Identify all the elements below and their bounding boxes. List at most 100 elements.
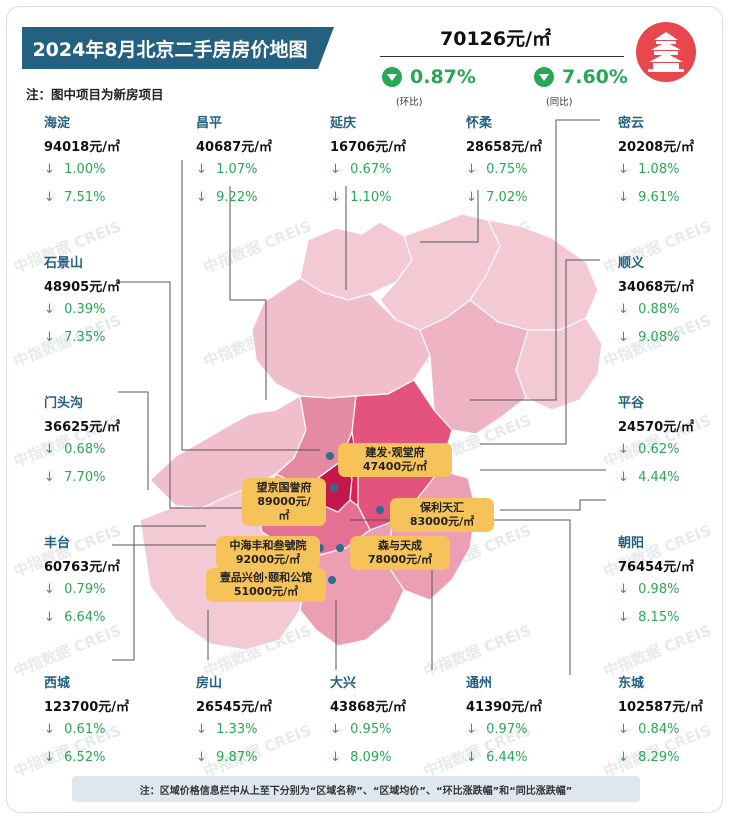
project-price: 92000元/㎡ — [235, 553, 301, 566]
district-name: 昌平 — [196, 116, 223, 131]
district-mom-value: 0.61% — [64, 722, 106, 737]
down-arrow-icon: ↓ — [44, 470, 55, 485]
district-yoy-value: 9.22% — [216, 190, 258, 205]
district-panel: 石景山 48905元/㎡ ↓ 0.39% ↓ 7.35% — [44, 252, 154, 358]
project-label: 森与天成 78000元/㎡ — [350, 536, 450, 570]
district-panel: 门头沟 36625元/㎡ ↓ 0.68% ↓ 7.70% — [44, 392, 154, 498]
district-mom-value: 0.98% — [638, 582, 680, 597]
district-mom: ↓ 0.88% — [618, 302, 728, 330]
down-arrow-icon: ↓ — [618, 722, 629, 737]
district-mom: ↓ 0.62% — [618, 442, 728, 470]
district-name: 怀柔 — [466, 116, 493, 131]
temple-of-heaven-logo — [636, 22, 696, 82]
district-mom-value: 0.68% — [64, 442, 106, 457]
district-price: 94018元/㎡ — [44, 140, 120, 155]
city-yoy-change: 7.60% — [534, 66, 628, 88]
district-yoy-value: 7.02% — [486, 190, 528, 205]
district-yoy: ↓ 8.15% — [618, 610, 728, 638]
down-arrow-icon: ↓ — [44, 750, 55, 765]
district-name: 丰台 — [44, 536, 71, 551]
down-arrow-icon: ↓ — [44, 442, 55, 457]
district-panel: 丰台 60763元/㎡ ↓ 0.79% ↓ 6.64% — [44, 532, 154, 638]
project-name: 中海丰和叁號院 — [229, 539, 307, 552]
district-yoy-value: 9.87% — [216, 750, 258, 765]
mom-label: (环比) — [396, 97, 423, 108]
yoy-label: (同比) — [546, 97, 573, 108]
down-arrow-icon: ↓ — [618, 442, 629, 457]
district-price: 41390元/㎡ — [466, 700, 542, 715]
project-name: 望京国誉府 — [256, 481, 312, 494]
district-mom-value: 1.08% — [638, 162, 680, 177]
district-yoy-value: 1.10% — [350, 190, 392, 205]
down-arrow-icon: ↓ — [618, 162, 629, 177]
legend-footnote: 注：区域价格信息栏中从上至下分别为“区域名称”、“区域均价”、“环比涨跌幅”和“… — [72, 776, 640, 802]
city-yoy-value: 7.60% — [562, 66, 628, 88]
district-price: 34068元/㎡ — [618, 280, 694, 295]
district-yoy-value: 6.64% — [64, 610, 106, 625]
project-note: 注：图中项目为新房项目 — [26, 87, 164, 102]
district-name: 石景山 — [44, 256, 84, 271]
district-price: 60763元/㎡ — [44, 560, 120, 575]
down-circle-icon — [382, 67, 402, 87]
district-mom-value: 1.33% — [216, 722, 258, 737]
divider — [380, 56, 624, 57]
district-mom: ↓ 0.39% — [44, 302, 154, 330]
district-yoy: ↓ 6.52% — [44, 750, 154, 778]
district-yoy-value: 4.44% — [638, 470, 680, 485]
district-mom-value: 0.62% — [638, 442, 680, 457]
down-arrow-icon: ↓ — [618, 302, 629, 317]
project-label: 保利天汇 83000元/㎡ — [390, 498, 494, 532]
project-price: 47400元/㎡ — [362, 460, 428, 473]
project-dot — [376, 506, 384, 514]
district-panel: 平谷 24570元/㎡ ↓ 0.62% ↓ 4.44% — [618, 392, 728, 498]
down-arrow-icon: ↓ — [466, 722, 477, 737]
district-mom: ↓ 0.95% — [330, 722, 440, 750]
district-panel: 密云 20208元/㎡ ↓ 1.08% ↓ 9.61% — [618, 112, 728, 218]
district-mom: ↓ 0.97% — [466, 722, 576, 750]
district-name: 朝阳 — [618, 536, 645, 551]
down-arrow-icon: ↓ — [196, 722, 207, 737]
district-yoy-value: 7.51% — [64, 190, 106, 205]
project-price: 78000元/㎡ — [367, 553, 433, 566]
down-arrow-icon: ↓ — [466, 750, 477, 765]
down-arrow-icon: ↓ — [196, 162, 207, 177]
district-mom: ↓ 0.68% — [44, 442, 154, 470]
down-arrow-icon: ↓ — [618, 330, 629, 345]
district-panel: 海淀 94018元/㎡ ↓ 1.00% ↓ 7.51% — [44, 112, 154, 218]
district-mom: ↓ 1.08% — [618, 162, 728, 190]
project-label: 望京国誉府 89000元/㎡ — [242, 478, 326, 526]
down-arrow-icon: ↓ — [196, 190, 207, 205]
district-name: 大兴 — [330, 676, 357, 691]
district-name: 平谷 — [618, 396, 645, 411]
district-mom-value: 0.39% — [64, 302, 106, 317]
district-panel: 房山 26545元/㎡ ↓ 1.33% ↓ 9.87% — [196, 672, 306, 778]
district-price: 20208元/㎡ — [618, 140, 694, 155]
project-name: 壹品兴创·颐和公馆 — [219, 571, 313, 584]
down-arrow-icon: ↓ — [330, 722, 341, 737]
city-mom-value: 0.87% — [410, 66, 476, 88]
district-panel: 西城 123700元/㎡ ↓ 0.61% ↓ 6.52% — [44, 672, 154, 778]
down-circle-icon — [534, 67, 554, 87]
district-panel: 怀柔 28658元/㎡ ↓ 0.75% ↓ 7.02% — [466, 112, 576, 218]
project-dot — [326, 452, 334, 460]
down-arrow-icon: ↓ — [618, 750, 629, 765]
district-price: 26545元/㎡ — [196, 700, 272, 715]
district-yoy-value: 9.61% — [638, 190, 680, 205]
district-yoy: ↓ 7.35% — [44, 330, 154, 358]
project-price: 51000元/㎡ — [233, 585, 299, 598]
district-panel: 延庆 16706元/㎡ ↓ 0.67% ↓ 1.10% — [330, 112, 440, 218]
down-arrow-icon: ↓ — [44, 582, 55, 597]
down-arrow-icon: ↓ — [44, 610, 55, 625]
district-yoy-value: 9.08% — [638, 330, 680, 345]
district-name: 海淀 — [44, 116, 71, 131]
district-mom: ↓ 1.00% — [44, 162, 154, 190]
district-price: 40687元/㎡ — [196, 140, 272, 155]
district-yoy: ↓ 6.44% — [466, 750, 576, 778]
district-mom-value: 0.84% — [638, 722, 680, 737]
district-panel: 顺义 34068元/㎡ ↓ 0.88% ↓ 9.08% — [618, 252, 728, 358]
district-name: 顺义 — [618, 256, 645, 271]
district-mom-value: 0.75% — [486, 162, 528, 177]
district-mom-value: 1.00% — [64, 162, 106, 177]
down-arrow-icon: ↓ — [466, 162, 477, 177]
district-price: 28658元/㎡ — [466, 140, 542, 155]
